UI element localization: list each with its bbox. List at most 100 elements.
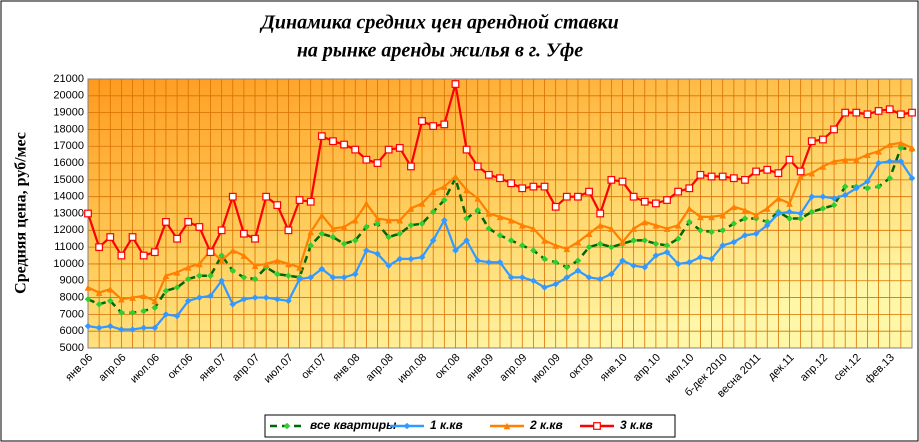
data-point [474, 257, 482, 264]
data-point [785, 155, 794, 164]
data-point [452, 247, 459, 254]
y-tick-label: 5000 [60, 342, 84, 354]
data-point [184, 275, 192, 283]
data-point [418, 117, 426, 125]
data-point [485, 225, 493, 232]
data-point [774, 169, 783, 178]
data-point [273, 201, 282, 209]
data-point [140, 324, 147, 332]
data-point [463, 237, 470, 244]
data-point [786, 208, 793, 216]
legend-label: 2 к.кв [529, 418, 563, 432]
data-point [875, 183, 882, 190]
data-point [118, 326, 125, 333]
data-point [629, 192, 638, 201]
data-point [407, 205, 415, 212]
data-point [574, 257, 582, 264]
data-point [808, 208, 816, 216]
data-point [697, 253, 704, 261]
data-point [562, 192, 571, 201]
data-point [351, 145, 360, 154]
data-point [585, 187, 593, 196]
data-point [151, 324, 159, 332]
data-point [418, 220, 426, 227]
data-point [95, 243, 104, 252]
data-point [897, 144, 905, 152]
legend-label: 1 к.кв [430, 418, 463, 432]
data-point [451, 80, 460, 88]
data-point [129, 294, 136, 301]
data-point [674, 187, 683, 196]
data-point [741, 175, 749, 184]
data-point [651, 199, 660, 208]
data-point [541, 284, 548, 291]
data-point [518, 274, 526, 281]
data-point [730, 238, 738, 246]
data-point [407, 162, 415, 171]
data-point [351, 270, 359, 278]
data-point [775, 210, 782, 217]
data-point [574, 192, 582, 201]
data-point [207, 272, 214, 280]
y-tick-label: 18000 [53, 123, 84, 135]
data-point [741, 206, 749, 214]
data-point [819, 193, 827, 200]
data-point [719, 211, 727, 219]
data-point [886, 174, 894, 182]
data-point [140, 307, 147, 315]
data-point [529, 182, 538, 191]
data-point [217, 226, 226, 235]
data-point [340, 223, 348, 231]
data-point [541, 237, 548, 244]
data-point [462, 145, 471, 154]
data-point [117, 251, 126, 260]
legend-label: 3 к.кв [620, 418, 653, 432]
data-point [218, 277, 225, 285]
data-point [329, 137, 337, 146]
data-point [864, 178, 871, 185]
data-point [162, 311, 170, 318]
data-point [563, 245, 571, 253]
data-point [507, 237, 515, 244]
data-point [708, 213, 715, 221]
y-tick-label: 17000 [53, 140, 84, 152]
legend-marker [593, 422, 601, 430]
data-point [173, 269, 181, 276]
data-point [752, 167, 761, 176]
data-point [763, 165, 772, 174]
data-point [140, 292, 147, 300]
data-point [674, 221, 682, 229]
data-point [819, 163, 827, 170]
data-point [719, 227, 727, 234]
data-point [129, 309, 136, 316]
data-point [396, 216, 404, 224]
data-point [797, 210, 804, 217]
data-point [830, 201, 838, 209]
data-point [474, 206, 482, 214]
data-point [819, 205, 827, 212]
data-point [196, 294, 203, 301]
data-point [218, 252, 225, 259]
data-point [874, 107, 883, 115]
data-point [429, 122, 438, 130]
data-point [363, 200, 370, 207]
data-point [184, 297, 192, 305]
data-point [306, 197, 315, 206]
data-point [685, 258, 693, 266]
data-point [296, 264, 303, 271]
data-point [507, 179, 516, 188]
data-point [396, 255, 404, 263]
data-point [507, 274, 515, 281]
data-point [730, 203, 738, 211]
data-point [173, 284, 181, 291]
data-point [697, 227, 704, 234]
data-point [184, 264, 192, 271]
data-point [908, 108, 916, 117]
data-point [897, 139, 905, 147]
data-point [496, 213, 504, 221]
data-point [608, 243, 615, 251]
data-point [162, 272, 170, 280]
data-point [786, 215, 793, 222]
data-point [351, 237, 359, 244]
